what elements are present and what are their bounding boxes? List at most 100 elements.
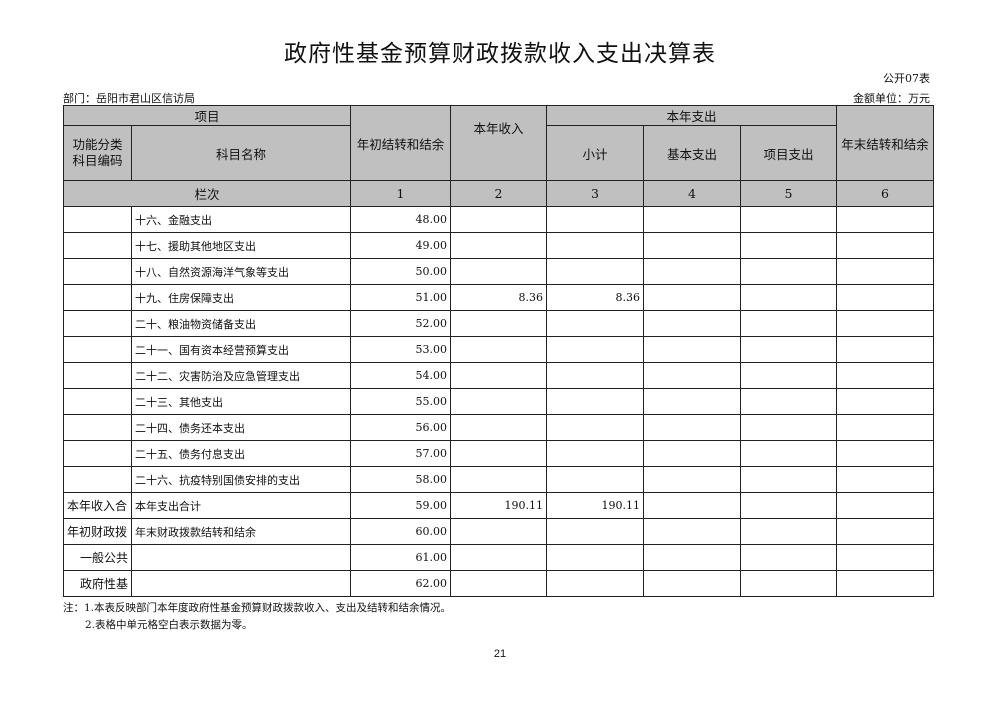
seq-6: 6 bbox=[836, 180, 935, 207]
cell-c: 48.00 bbox=[350, 206, 452, 233]
cell-e bbox=[546, 232, 645, 259]
cell-d: 8.36 bbox=[450, 284, 548, 311]
cell-c: 56.00 bbox=[350, 414, 452, 441]
cell-a bbox=[62, 414, 133, 441]
cell-b: 十九、住房保障支出 bbox=[131, 284, 352, 311]
table-row: 二十四、债务还本支出 56.00 bbox=[62, 414, 935, 441]
cell-d bbox=[450, 206, 548, 233]
cell-a bbox=[62, 232, 133, 259]
cell-h bbox=[836, 518, 935, 545]
cell-e bbox=[546, 440, 645, 467]
header-basic: 基本支出 bbox=[643, 125, 742, 181]
cell-e bbox=[546, 206, 645, 233]
cell-h bbox=[836, 570, 935, 597]
cell-g bbox=[740, 544, 838, 571]
cell-f bbox=[643, 544, 742, 571]
cell-b: 十六、金融支出 bbox=[131, 206, 352, 233]
header-seq: 栏次 bbox=[62, 180, 352, 207]
cell-h bbox=[836, 492, 935, 519]
cell-a: 年初财政拨 bbox=[62, 518, 133, 545]
cell-a bbox=[62, 284, 133, 311]
table-row: 二十、粮油物资储备支出 52.00 bbox=[62, 310, 935, 337]
cell-b: 二十一、国有资本经营预算支出 bbox=[131, 336, 352, 363]
cell-e bbox=[546, 544, 645, 571]
cell-f bbox=[643, 414, 742, 441]
cell-g bbox=[740, 232, 838, 259]
cell-f bbox=[643, 466, 742, 493]
cell-c: 53.00 bbox=[350, 336, 452, 363]
seq-4: 4 bbox=[643, 180, 742, 207]
budget-table: 项目 年初结转和结余 本年收入 本年支出 年末结转和结余 功能分类科目编码 科目… bbox=[62, 105, 935, 597]
cell-d: 190.11 bbox=[450, 492, 548, 519]
cell-c: 62.00 bbox=[350, 570, 452, 597]
cell-f bbox=[643, 362, 742, 389]
cell-b: 二十、粮油物资储备支出 bbox=[131, 310, 352, 337]
table-code: 公开07表 bbox=[883, 72, 930, 85]
header-subject: 科目名称 bbox=[131, 125, 352, 181]
cell-d bbox=[450, 466, 548, 493]
cell-g bbox=[740, 570, 838, 597]
header-project: 项目支出 bbox=[740, 125, 838, 181]
table-row: 十七、援助其他地区支出 49.00 bbox=[62, 232, 935, 259]
cell-h bbox=[836, 388, 935, 415]
cell-h bbox=[836, 544, 935, 571]
department: 部门：岳阳市君山区信访局 bbox=[63, 92, 195, 105]
cell-b: 二十五、债务付息支出 bbox=[131, 440, 352, 467]
cell-c: 51.00 bbox=[350, 284, 452, 311]
cell-c: 52.00 bbox=[350, 310, 452, 337]
table-row: 十八、自然资源海洋气象等支出 50.00 bbox=[62, 258, 935, 285]
cell-a bbox=[62, 362, 133, 389]
cell-c: 55.00 bbox=[350, 388, 452, 415]
cell-f bbox=[643, 570, 742, 597]
cell-g bbox=[740, 492, 838, 519]
header-item: 项目 bbox=[62, 105, 352, 126]
cell-d bbox=[450, 544, 548, 571]
cell-g bbox=[740, 440, 838, 467]
table-row: 二十三、其他支出 55.00 bbox=[62, 388, 935, 415]
cell-a bbox=[62, 466, 133, 493]
table-row: 十九、住房保障支出 51.00 8.36 8.36 bbox=[62, 284, 935, 311]
cell-b: 十七、援助其他地区支出 bbox=[131, 232, 352, 259]
cell-g bbox=[740, 336, 838, 363]
cell-b: 十八、自然资源海洋气象等支出 bbox=[131, 258, 352, 285]
cell-d bbox=[450, 440, 548, 467]
cell-c: 57.00 bbox=[350, 440, 452, 467]
cell-a bbox=[62, 388, 133, 415]
cell-g bbox=[740, 518, 838, 545]
cell-e bbox=[546, 336, 645, 363]
cell-g bbox=[740, 362, 838, 389]
cell-f bbox=[643, 518, 742, 545]
table-row: 二十五、债务付息支出 57.00 bbox=[62, 440, 935, 467]
cell-e bbox=[546, 570, 645, 597]
cell-e bbox=[546, 310, 645, 337]
cell-b: 二十三、其他支出 bbox=[131, 388, 352, 415]
cell-c: 49.00 bbox=[350, 232, 452, 259]
cell-b bbox=[131, 544, 352, 571]
cell-g bbox=[740, 206, 838, 233]
cell-h bbox=[836, 414, 935, 441]
cell-e: 8.36 bbox=[546, 284, 645, 311]
cell-g bbox=[740, 284, 838, 311]
header-end: 年末结转和结余 bbox=[836, 105, 935, 181]
cell-d bbox=[450, 362, 548, 389]
cell-c: 58.00 bbox=[350, 466, 452, 493]
cell-e bbox=[546, 258, 645, 285]
cell-d bbox=[450, 258, 548, 285]
table-row: 年初财政拨 年末财政拨款结转和结余 60.00 bbox=[62, 518, 935, 545]
cell-d bbox=[450, 232, 548, 259]
cell-c: 61.00 bbox=[350, 544, 452, 571]
note-1: 注：1.本表反映部门本年度政府性基金预算财政拨款收入、支出及结转和结余情况。 bbox=[63, 602, 452, 614]
cell-h bbox=[836, 440, 935, 467]
table-row: 二十二、灾害防治及应急管理支出 54.00 bbox=[62, 362, 935, 389]
cell-b: 年末财政拨款结转和结余 bbox=[131, 518, 352, 545]
cell-a bbox=[62, 336, 133, 363]
cell-f bbox=[643, 492, 742, 519]
table-row: 一般公共 61.00 bbox=[62, 544, 935, 571]
cell-f bbox=[643, 440, 742, 467]
cell-h bbox=[836, 466, 935, 493]
cell-f bbox=[643, 232, 742, 259]
cell-d bbox=[450, 336, 548, 363]
cell-c: 60.00 bbox=[350, 518, 452, 545]
seq-5: 5 bbox=[740, 180, 838, 207]
